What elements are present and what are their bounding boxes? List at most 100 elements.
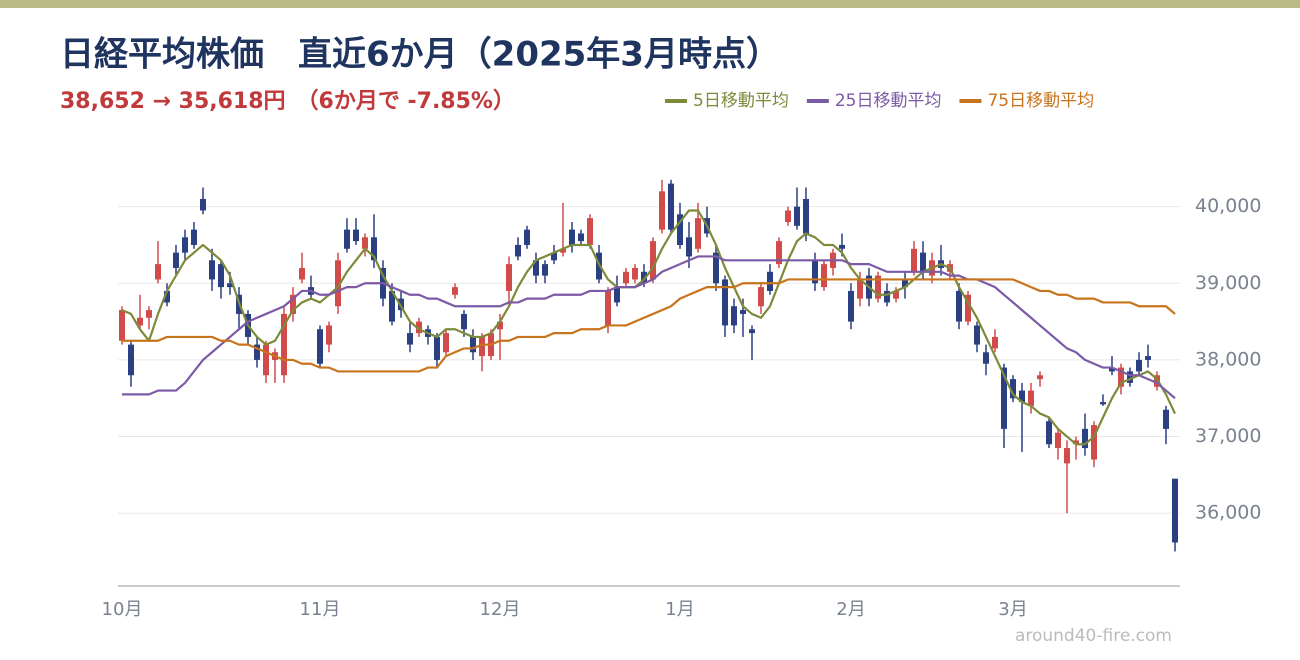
candle-body: [452, 287, 458, 295]
candle-body: [191, 229, 197, 245]
source: around40-fire.com: [1015, 626, 1172, 646]
candle-body: [560, 248, 566, 253]
y-tick-label: 39,000: [1195, 272, 1261, 294]
chart-subtitle: 38,652 → 35,618円 （6か月で -7.85%）: [60, 89, 515, 114]
candle-body: [614, 287, 620, 303]
candle-body: [1172, 478, 1178, 543]
candle-body: [1163, 409, 1169, 429]
candle-body: [956, 290, 962, 322]
x-tick-label: 11月: [300, 599, 341, 620]
candle-body: [920, 252, 926, 272]
candle-body: [137, 317, 143, 326]
candle-body: [506, 264, 512, 291]
candle-body: [749, 329, 755, 334]
y-tick-label: 36,000: [1195, 502, 1261, 524]
candle-body: [578, 233, 584, 242]
candle-body: [983, 352, 989, 364]
candle-body: [686, 237, 692, 257]
x-tick-label: 12月: [480, 599, 521, 620]
candle-body: [650, 241, 656, 280]
x-tick-label: 3月: [998, 599, 1027, 620]
candle-body: [326, 325, 332, 345]
candle-body: [209, 260, 215, 280]
x-tick-label: 1月: [665, 599, 694, 620]
candle-body: [623, 271, 629, 284]
candle-body: [875, 275, 881, 299]
candle-body: [848, 290, 854, 322]
candle-body: [776, 241, 782, 265]
candle-body: [335, 260, 341, 307]
candle-body: [992, 336, 998, 349]
candle-body: [389, 290, 395, 322]
candle-body: [479, 336, 485, 357]
x-tick-label: 10月: [102, 599, 143, 620]
candle-body: [569, 229, 575, 245]
candle-body: [290, 294, 296, 314]
candle-body: [812, 260, 818, 284]
candle-body: [362, 237, 368, 249]
candle-body: [1037, 375, 1043, 380]
candle-body: [1055, 432, 1061, 449]
candle-body: [1127, 371, 1133, 383]
candle-body: [713, 252, 719, 284]
candle-body: [263, 344, 269, 376]
candle-body: [182, 237, 188, 253]
ma-line: [121, 209, 1176, 446]
candle-body: [461, 313, 467, 330]
candle-body: [758, 287, 764, 307]
candle-body: [344, 229, 350, 249]
candle-body: [551, 252, 557, 261]
candle-body: [605, 290, 611, 326]
candle-body: [173, 252, 179, 268]
candle-body: [794, 206, 800, 226]
y-tick-label: 40,000: [1195, 195, 1261, 217]
candle-body: [803, 198, 809, 234]
legend-label: 25日移動平均: [835, 91, 942, 111]
candle-body: [740, 310, 746, 314]
candle-body: [1028, 390, 1034, 406]
y-tick-label: 37,000: [1195, 425, 1261, 447]
candle-body: [218, 264, 224, 288]
candle-body: [299, 267, 305, 280]
chart-title: 日経平均株価 直近6か月（2025年3月時点）: [60, 35, 780, 75]
candle-body: [1046, 421, 1052, 445]
candle-body: [128, 344, 134, 376]
candle-body: [281, 313, 287, 376]
candle-body: [767, 271, 773, 291]
candle-body: [659, 191, 665, 230]
y-tick-label: 38,000: [1195, 348, 1261, 370]
top-band: [0, 0, 1300, 8]
x-tick-label: 2月: [836, 599, 865, 620]
candle-body: [668, 183, 674, 230]
candle-body: [1145, 356, 1151, 360]
candle-body: [1073, 440, 1079, 445]
candle-body: [911, 248, 917, 272]
candle-body: [164, 290, 170, 303]
candle-body: [1136, 359, 1142, 372]
candle-body: [785, 210, 791, 222]
legend-label: 75日移動平均: [987, 91, 1094, 111]
candle-body: [1001, 367, 1007, 429]
candle-body: [434, 336, 440, 360]
candle-body: [884, 290, 890, 303]
candle-body: [200, 198, 206, 211]
candle-body: [839, 244, 845, 249]
candle-body: [119, 309, 125, 341]
candle-body: [443, 333, 449, 353]
candle-body: [1118, 367, 1124, 387]
candle-body: [1010, 379, 1016, 399]
legend-label: 5日移動平均: [693, 91, 789, 111]
candle-body: [893, 290, 899, 299]
candle-body: [407, 333, 413, 345]
candle-body: [353, 229, 359, 242]
candle-body: [821, 264, 827, 288]
candle-body: [974, 325, 980, 345]
candle-body: [227, 283, 233, 288]
ma-line: [122, 255, 1176, 400]
candle-body: [1019, 390, 1025, 403]
candle-body: [1109, 367, 1115, 372]
candle-body: [902, 279, 908, 288]
candle-body: [1064, 448, 1070, 464]
